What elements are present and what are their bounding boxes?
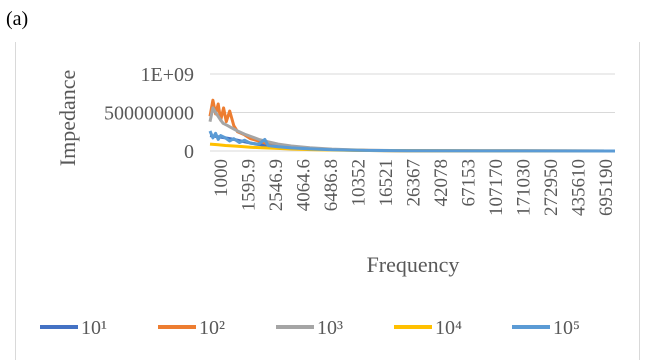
x-tick-label: 67153 [459,159,480,207]
legend: 10¹ 10² 10³ 10⁴ 10⁵ [40,317,580,339]
x-tick-label: 695190 [596,159,617,216]
x-tick-label: 16521 [376,159,397,207]
x-tick-label: 435610 [569,159,590,216]
x-tick-labels: 1000 1595.9 2546.9 4064.6 6486.8 10352 16521 26… [211,159,617,216]
x-tick-label: 42078 [431,159,452,207]
legend-label: 10² [199,317,225,339]
chart-frame [15,42,640,360]
x-tick-label: 1000 [211,159,232,197]
x-tick-label: 107170 [486,159,507,216]
x-tick-label: 4064.6 [294,159,315,211]
y-tick-label: 1E+09 [141,64,195,86]
x-tick-label: 6486.8 [321,159,342,211]
y-axis-title: Impedance [55,70,80,167]
x-tick-label: 10352 [349,159,370,207]
y-tick-labels: 1E+09 500000000 0 [104,64,194,163]
series-lines [208,98,616,153]
legend-label: 10⁵ [553,317,580,339]
y-tick-label: 0 [184,141,194,163]
gridlines [210,73,615,152]
x-tick-label: 171030 [514,159,535,216]
legend-label: 10³ [317,317,343,339]
x-tick-label: 1595.9 [239,159,260,211]
legend-label: 10¹ [81,317,107,339]
y-tick-label: 500000000 [104,103,194,125]
x-axis-title: Frequency [367,252,460,277]
panel-label: (a) [6,8,29,30]
x-tick-label: 26367 [404,159,425,207]
x-tick-label: 272950 [541,159,562,216]
legend-label: 10⁴ [435,317,462,339]
series-line [208,130,616,153]
x-tick-label: 2546.9 [266,159,287,211]
